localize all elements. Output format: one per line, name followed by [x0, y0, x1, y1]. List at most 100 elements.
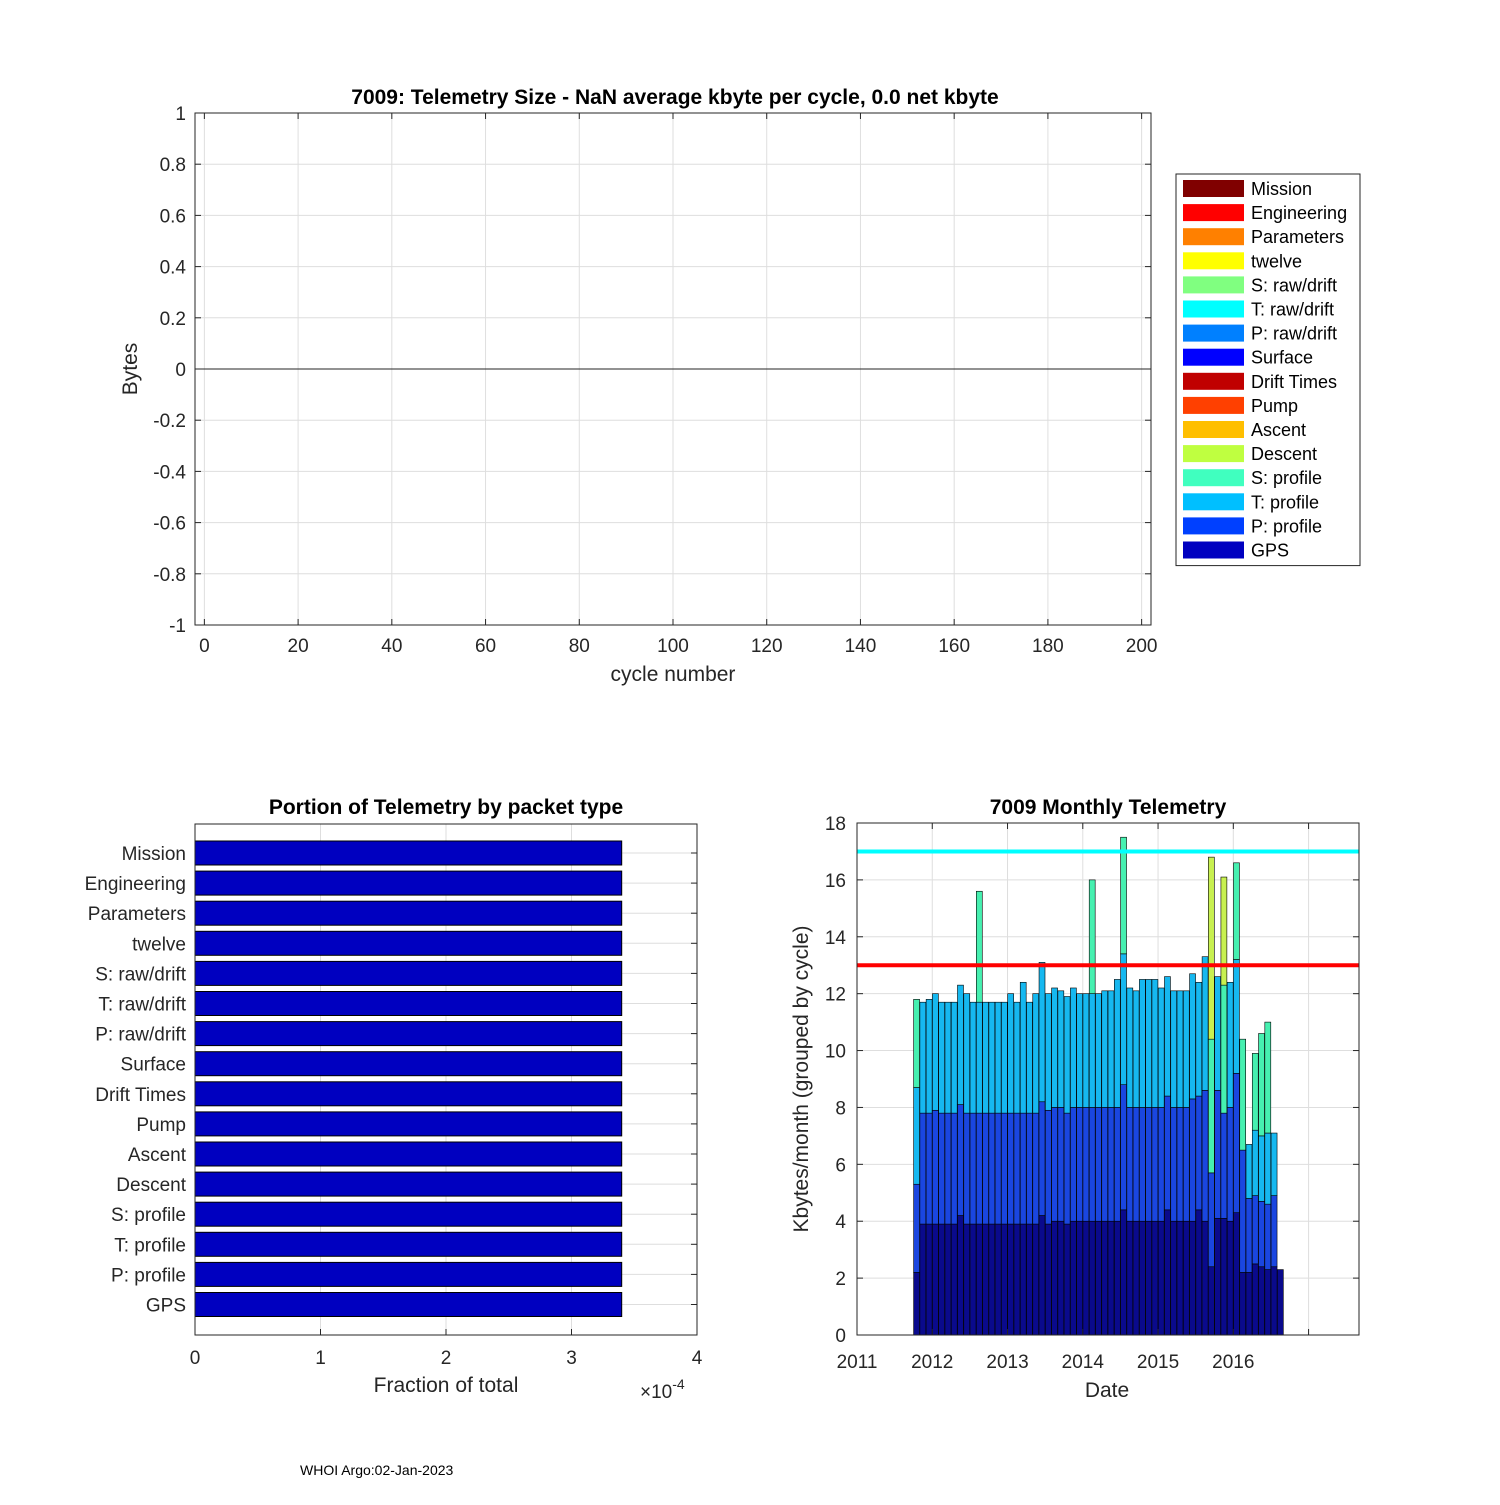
monthly-bar-segment — [1132, 1107, 1140, 1222]
monthly-y-tick-label: 8 — [835, 1098, 846, 1119]
telemetry-size-chart: 0 20 40 60 80 100 120 140 160 180 200 1 0.8 0.6 0.4 0.2… — [119, 86, 1361, 686]
monthly-reference-lines — [857, 849, 1359, 968]
monthly-bar-segment — [1214, 1218, 1221, 1336]
legend-swatch — [1183, 372, 1244, 390]
telemetry-size-x-tick-label: 40 — [381, 636, 402, 657]
monthly-bar-segment — [1277, 1269, 1284, 1336]
monthly-bar-segment — [1095, 1220, 1102, 1336]
legend-swatch — [1183, 252, 1244, 270]
monthly-bar-segment — [913, 1183, 920, 1273]
telemetry-size-y-tick-label: 0.2 — [160, 309, 186, 330]
portion-x-exponent-base: ×10 — [640, 1382, 672, 1403]
monthly-bar-segment — [1157, 987, 1165, 1108]
legend-swatch — [1183, 517, 1244, 535]
monthly-bar-segment — [1132, 990, 1140, 1108]
monthly-bar-segment — [1101, 1220, 1109, 1336]
monthly-bar-segment — [1264, 1203, 1272, 1270]
legend-label: Ascent — [1251, 420, 1306, 440]
monthly-bar-segment — [1226, 1107, 1234, 1222]
monthly-bar-segment — [969, 1001, 977, 1114]
monthly-bar-segment — [1233, 959, 1240, 1074]
monthly-bar-segment — [1001, 1112, 1008, 1225]
monthly-bar-segment — [1182, 990, 1190, 1108]
monthly-title: 7009 Monthly Telemetry — [990, 796, 1227, 819]
legend-label: twelve — [1251, 251, 1302, 271]
portion-bar — [194, 1201, 623, 1227]
monthly-bar-segment — [1195, 981, 1203, 1097]
monthly-bar-segment — [1264, 1269, 1272, 1336]
monthly-bar-segment — [963, 1223, 971, 1336]
monthly-bar-segment — [1038, 1215, 1046, 1336]
monthly-bar-segment — [1189, 1220, 1196, 1336]
portion-x-exponent-power: -4 — [672, 1376, 685, 1392]
monthly-bar-segment — [944, 1112, 952, 1225]
monthly-bar-segment — [957, 1215, 964, 1336]
monthly-bar-segment — [1264, 1021, 1272, 1134]
monthly-bar-segment — [1157, 1220, 1165, 1336]
monthly-bar-segment — [919, 1223, 927, 1336]
monthly-bar-segment — [1107, 1220, 1115, 1336]
monthly-bar-segment — [950, 1112, 958, 1225]
monthly-bar-segment — [1063, 1112, 1071, 1225]
monthly-bar-segment — [1088, 879, 1096, 994]
monthly-bar-segment — [1063, 996, 1071, 1114]
monthly-bar-segment — [1233, 1073, 1240, 1213]
monthly-bar-segment — [1258, 1266, 1265, 1336]
monthly-bar-segment — [1170, 990, 1178, 1108]
portion-category-label: S: raw/drift — [95, 964, 187, 985]
monthly-bar-segment — [1139, 979, 1146, 1108]
monthly-bar-segment — [988, 1001, 996, 1114]
monthly-bar-segment — [1214, 1090, 1221, 1219]
monthly-bar-segment — [1170, 1220, 1178, 1336]
portion-category-label: Engineering — [85, 874, 186, 895]
portion-category-label: Ascent — [128, 1145, 187, 1166]
monthly-bar-segment — [1239, 1272, 1246, 1336]
monthly-bar-segment — [938, 1001, 945, 1114]
portion-bars — [194, 840, 623, 1317]
telemetry-size-y-tick-label: 0 — [175, 360, 186, 381]
monthly-bar-segment — [1251, 1263, 1259, 1336]
monthly-x-tick-label: 2014 — [1062, 1352, 1105, 1373]
monthly-bar-segment — [1270, 1132, 1278, 1196]
monthly-bar-segment — [1120, 1084, 1127, 1211]
monthly-bar-segment — [1001, 1223, 1008, 1336]
monthly-bar-segment — [988, 1223, 996, 1336]
legend-label: P: profile — [1251, 516, 1322, 536]
portion-xlabel: Fraction of total — [374, 1374, 519, 1397]
portion-bar — [194, 1081, 623, 1107]
monthly-bar-segment — [1107, 990, 1115, 1108]
portion-category-label: GPS — [146, 1296, 186, 1317]
monthly-bar-segment — [1095, 993, 1102, 1108]
monthly-bar-segment — [1251, 1053, 1259, 1131]
monthly-bar-segment — [1182, 1220, 1190, 1336]
legend-label: GPS — [1251, 541, 1289, 561]
monthly-bar-segment — [1195, 1209, 1203, 1336]
monthly-bar-segment — [1051, 1220, 1058, 1336]
monthly-bar-segment — [938, 1112, 945, 1225]
monthly-bar-segment — [1114, 1220, 1121, 1336]
monthly-bar-segment — [1251, 1195, 1259, 1265]
monthly-bar-segment — [1157, 1107, 1165, 1222]
monthly-bar-segment — [1245, 1144, 1253, 1199]
monthly-bar-segment — [1107, 1107, 1115, 1222]
monthly-bar-segment — [950, 1223, 958, 1336]
monthly-x-tick-label: 2015 — [1137, 1352, 1179, 1373]
monthly-bars — [913, 836, 1284, 1336]
monthly-bar-segment — [932, 1223, 939, 1336]
monthly-x-tick-label: 2016 — [1212, 1352, 1254, 1373]
legend-swatch — [1183, 421, 1244, 438]
legend-label: S: profile — [1251, 468, 1322, 488]
monthly-bar-segment — [950, 1001, 958, 1114]
monthly-bar-segment — [1251, 1129, 1259, 1196]
monthly-bar-segment — [1239, 1038, 1246, 1151]
telemetry-size-x-tick-label: 20 — [288, 636, 309, 657]
monthly-bar-segment — [1151, 979, 1159, 1108]
legend-label: T: profile — [1251, 492, 1319, 512]
portion-category-label: P: raw/drift — [95, 1025, 187, 1046]
legend-swatch — [1183, 493, 1244, 511]
monthly-bar-segment — [1220, 876, 1228, 986]
monthly-bar-segment — [913, 999, 920, 1088]
monthly-ticks: 2011 2012 2013 2014 2015 2016 0 2 4 6 8 10 12 14 16 18 — [825, 814, 1359, 1373]
portion-bar — [194, 1261, 623, 1287]
monthly-bar-segment — [1176, 1220, 1184, 1336]
